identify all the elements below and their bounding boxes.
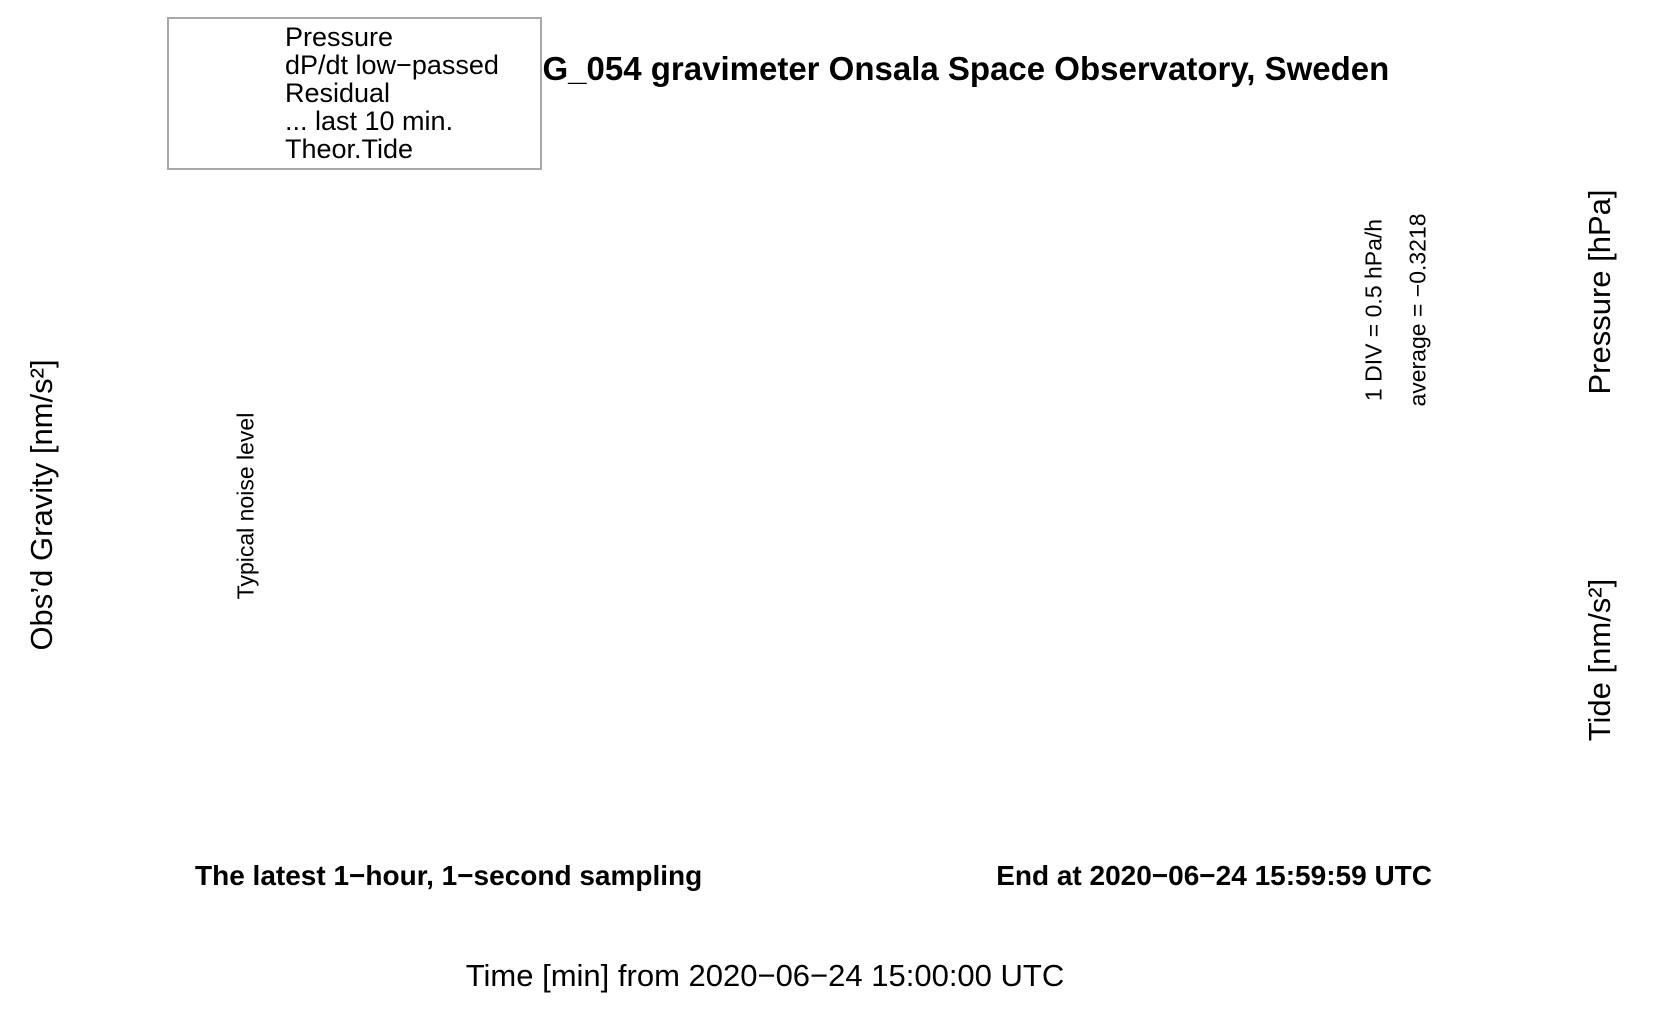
legend-label: Residual xyxy=(285,77,391,108)
x-axis-title: Time [min] from 2020−06−24 15:00:00 UTC xyxy=(465,958,1065,993)
noise-level-note: Typical noise level xyxy=(232,412,259,600)
tide-axis-title: Tide [nm/s²] xyxy=(1582,578,1617,742)
legend-item-residual: Residual xyxy=(169,77,540,108)
legend-box: Pressure dP/dt low−passed Residual ... l… xyxy=(167,17,542,170)
legend-item-last10: ... last 10 min. xyxy=(169,106,540,137)
pressure-axis-title: Pressure [hPa] xyxy=(1582,189,1617,395)
gravity-axis-title: Obs’d Gravity [nm/s²] xyxy=(24,359,59,651)
theortide-line-sample xyxy=(203,143,265,157)
legend-label: Theor.Tide xyxy=(285,134,414,165)
sampling-note: The latest 1−hour, 1−second sampling xyxy=(195,860,703,891)
legend-item-theortide: Theor.Tide xyxy=(169,134,540,165)
last10-line-sample xyxy=(203,115,265,129)
legend-item-pressure: Pressure xyxy=(169,21,540,52)
residual-line-sample xyxy=(203,86,265,100)
dpdt-line-sample xyxy=(203,58,265,72)
average-note: average = −0.3218 xyxy=(1404,213,1431,407)
legend-label: Pressure xyxy=(285,21,394,52)
legend-label: dP/dt low−passed xyxy=(285,49,499,80)
legend-item-dpdt: dP/dt low−passed xyxy=(169,49,540,80)
legend-label: ... last 10 min. xyxy=(285,106,454,137)
chart-title: SCG_054 gravimeter Onsala Space Observat… xyxy=(496,50,1390,87)
pressure-line-sample xyxy=(203,30,265,44)
end-time-note: End at 2020−06−24 15:59:59 UTC xyxy=(996,860,1432,891)
div-scale-note: 1 DIV = 0.5 hPa/h xyxy=(1360,218,1387,402)
